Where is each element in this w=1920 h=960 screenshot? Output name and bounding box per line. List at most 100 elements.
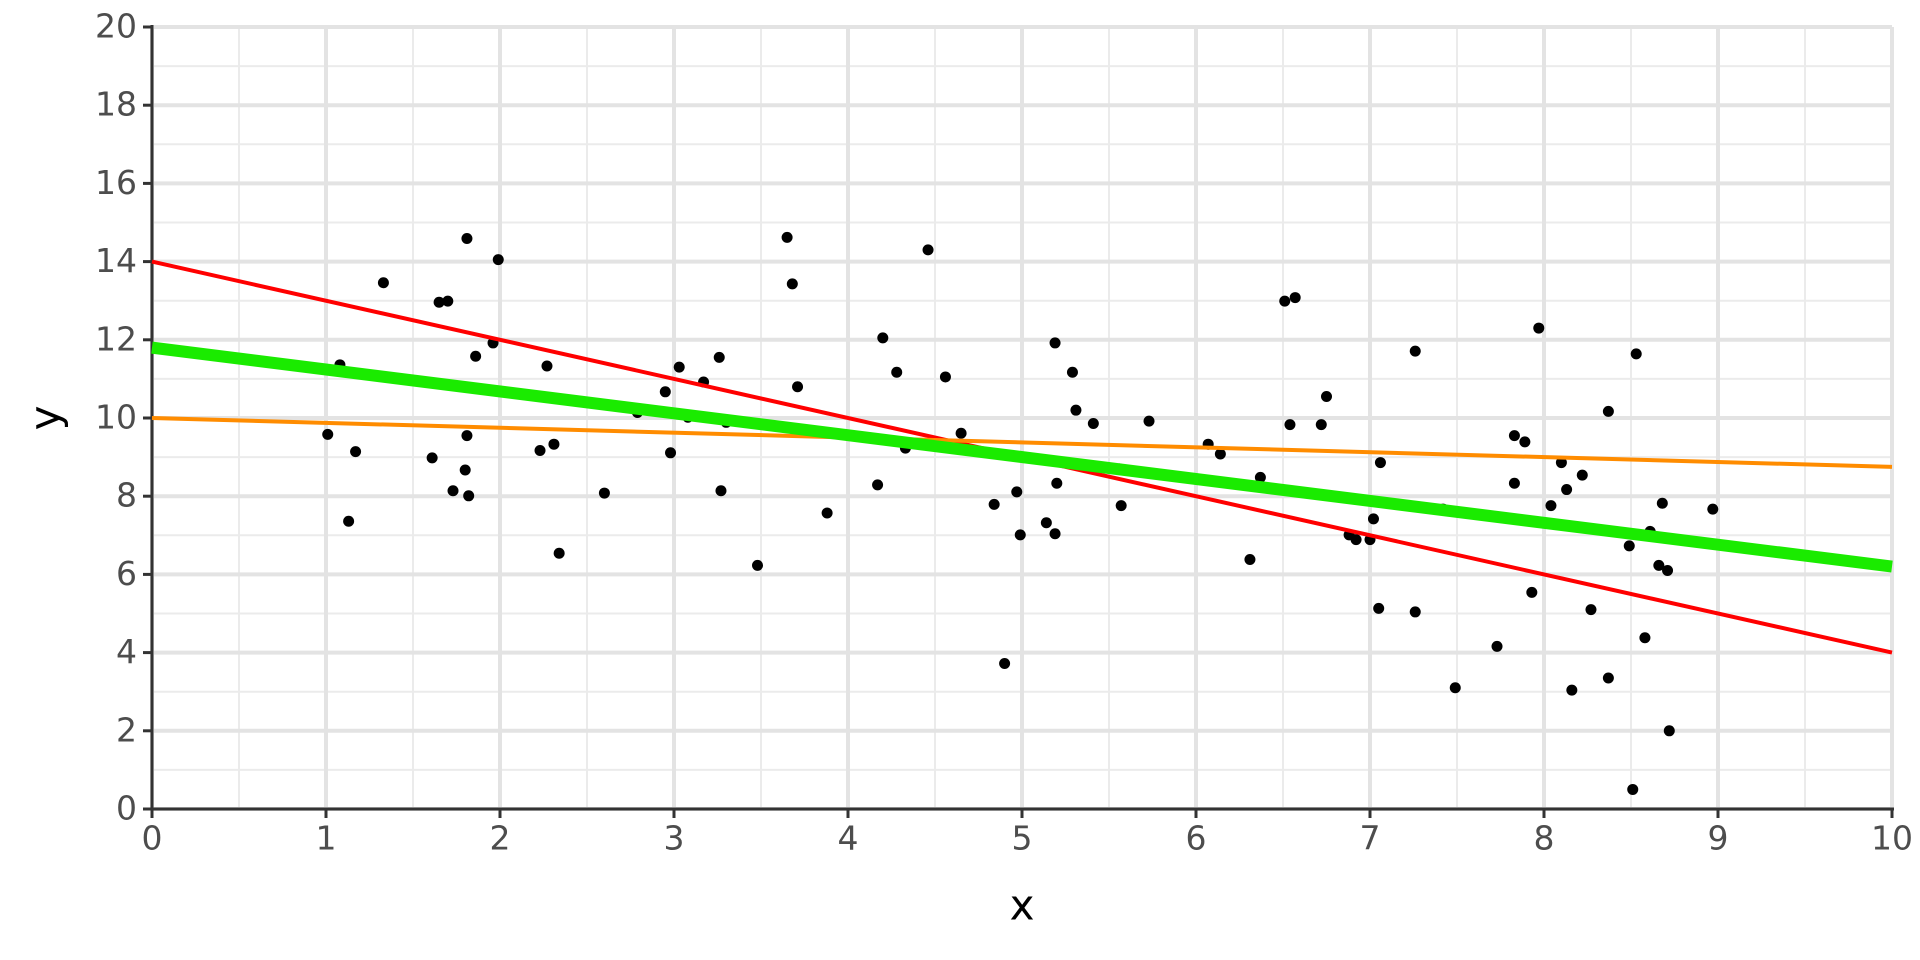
point [1350, 534, 1362, 546]
point [343, 515, 355, 527]
point [1707, 503, 1719, 515]
y-tick-label: 12 [95, 319, 137, 358]
point [1284, 419, 1296, 431]
point [1049, 337, 1061, 349]
point [1409, 345, 1421, 357]
point [939, 371, 951, 383]
point [1602, 405, 1614, 417]
line [151, 416, 1893, 469]
point [1653, 559, 1665, 571]
y-tick-label: 0 [116, 789, 137, 828]
point [1115, 500, 1127, 512]
point [752, 559, 764, 571]
y-tick-label: 16 [95, 163, 137, 202]
point [534, 444, 546, 456]
point [1254, 471, 1266, 483]
point [1663, 725, 1675, 737]
point [1014, 529, 1026, 541]
point [1566, 684, 1578, 696]
y-tick-label: 18 [95, 85, 137, 124]
point [1623, 540, 1635, 552]
point [922, 244, 934, 256]
x-tick-label: 9 [1708, 819, 1729, 858]
point [1321, 390, 1332, 402]
x-tick-label: 7 [1360, 819, 1381, 858]
point [715, 485, 727, 497]
point [1289, 292, 1301, 304]
point [781, 231, 793, 243]
point [872, 479, 884, 491]
point [1066, 366, 1078, 378]
point [442, 295, 454, 307]
point [1639, 632, 1651, 644]
point [1545, 500, 1557, 512]
point [461, 430, 473, 442]
point [1508, 430, 1520, 442]
point [1070, 404, 1082, 416]
point [792, 381, 804, 393]
y-tick-label: 8 [116, 476, 137, 515]
x-tick-label: 10 [1871, 819, 1913, 858]
point [877, 332, 889, 344]
point [1627, 783, 1639, 795]
point [1630, 348, 1642, 360]
point [461, 233, 473, 245]
x-axis-title: x [1010, 881, 1035, 930]
point [548, 438, 560, 450]
point [553, 547, 565, 559]
x-tick-label: 4 [838, 819, 859, 858]
point [541, 360, 553, 372]
point [665, 447, 677, 459]
point [470, 350, 482, 362]
y-tick-label: 4 [116, 632, 137, 671]
point [1409, 606, 1421, 618]
point [1143, 415, 1155, 427]
point [1279, 295, 1291, 307]
point [1526, 586, 1538, 598]
point [1508, 477, 1520, 489]
point [988, 498, 1000, 510]
point [1491, 640, 1503, 652]
x-tick-label: 6 [1186, 819, 1207, 858]
point [426, 452, 438, 464]
point [1040, 517, 1052, 529]
x-tick-label: 3 [664, 819, 685, 858]
point [1576, 469, 1588, 481]
point [447, 485, 459, 497]
y-tick-label: 10 [95, 398, 137, 437]
x-tick-label: 0 [142, 819, 163, 858]
y-axis-title: y [21, 406, 70, 431]
y-tick-label: 2 [116, 710, 137, 749]
x-tick-label: 5 [1012, 819, 1033, 858]
point [1051, 477, 1063, 489]
point [1373, 602, 1385, 614]
point [1011, 486, 1023, 498]
point [463, 490, 475, 502]
point [1367, 513, 1379, 525]
x-tick-label: 8 [1534, 819, 1555, 858]
point [459, 464, 471, 476]
point [1214, 448, 1226, 460]
point [999, 658, 1011, 670]
point [713, 351, 725, 363]
point [1374, 457, 1386, 469]
point [1602, 672, 1614, 684]
point [673, 361, 685, 373]
point [350, 446, 362, 458]
point [1662, 564, 1674, 576]
point [1656, 497, 1668, 509]
point [786, 278, 798, 290]
point [322, 428, 334, 440]
y-tick-label: 14 [95, 241, 137, 280]
point [433, 296, 445, 308]
point [821, 507, 833, 519]
x-tick-label: 1 [316, 819, 337, 858]
point [1087, 417, 1099, 429]
point [1555, 457, 1567, 469]
point [1244, 554, 1256, 566]
y-tick-label: 6 [116, 554, 137, 593]
y-tick-label: 20 [95, 7, 137, 46]
point [1449, 682, 1461, 694]
point [1561, 484, 1573, 496]
